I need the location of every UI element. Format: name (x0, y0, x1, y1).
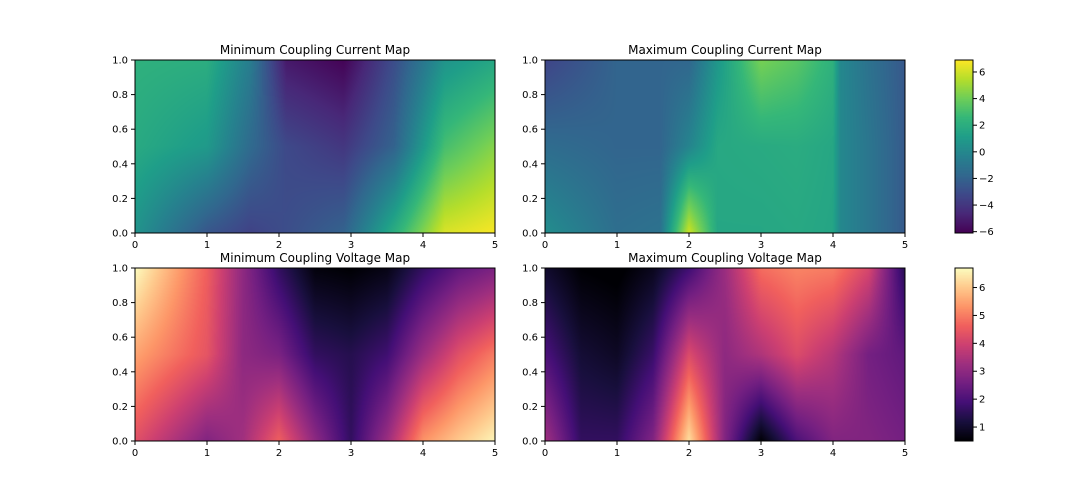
heatmap-image-2 (545, 60, 905, 233)
y-tick-label: 0.2 (112, 194, 128, 205)
colorbar-tick-label: 6 (979, 283, 985, 294)
heatmap-images (135, 60, 973, 441)
x-tick-label: 1 (614, 240, 620, 251)
x-tick-label: 1 (614, 448, 620, 459)
y-tick-label: 1.0 (522, 264, 538, 275)
colorbar-tick-label: 6 (979, 67, 985, 78)
colorbar-tick-label: −4 (979, 201, 994, 212)
axes-frame-2 (544, 59, 906, 234)
y-tick-label: 0.4 (112, 159, 128, 170)
colorbar-frame (954, 267, 974, 442)
y-tick-label: 1.0 (112, 56, 128, 67)
y-tick-label: 0.4 (522, 159, 538, 170)
axes-layer: 0 1 2 3 4 5 0.0 0.2 0.4 0.6 0.8 1.0 0 1 2 3 4 5 0.0 0.2 0.4 0… (112, 56, 994, 460)
colorbar-tick-label: 4 (979, 339, 985, 350)
y-tick-label: 0.2 (112, 402, 128, 413)
title-min-voltage: Minimum Coupling Voltage Map (220, 251, 410, 265)
axes-frame-4 (544, 267, 906, 442)
x-tick-label: 2 (276, 240, 282, 251)
y-tick-label: 0.2 (522, 402, 538, 413)
colorbar-tick-label: 2 (979, 121, 985, 132)
x-tick-label: 5 (902, 448, 908, 459)
title-min-current: Minimum Coupling Current Map (220, 43, 410, 57)
y-tick-label: 0.0 (112, 229, 128, 240)
y-tick-label: 0.8 (112, 298, 128, 309)
y-tick-label: 0.8 (112, 90, 128, 101)
x-tick-label: 5 (902, 240, 908, 251)
title-max-current: Maximum Coupling Current Map (628, 43, 822, 57)
colorbar-1 (955, 60, 973, 233)
x-tick-label: 3 (758, 448, 764, 459)
colorbar-tick-label: 1 (979, 423, 985, 434)
y-tick-label: 0.2 (522, 194, 538, 205)
colorbar-frame (954, 59, 974, 234)
colorbar-tick-label: 0 (979, 147, 985, 158)
colorbar-tick-label: 3 (979, 367, 985, 378)
y-tick-label: 0.6 (522, 125, 538, 136)
y-tick-label: 0.0 (112, 437, 128, 448)
y-tick-label: 1.0 (112, 264, 128, 275)
x-tick-label: 4 (830, 448, 836, 459)
x-tick-label: 4 (420, 448, 426, 459)
colorbar-tick-label: 5 (979, 311, 985, 322)
y-tick-label: 0.0 (522, 437, 538, 448)
y-tick-label: 0.4 (522, 367, 538, 378)
heatmap-image-3 (135, 268, 495, 441)
x-tick-label: 5 (492, 240, 498, 251)
x-tick-label: 4 (420, 240, 426, 251)
title-max-voltage: Maximum Coupling Voltage Map (628, 251, 822, 265)
x-tick-label: 2 (276, 448, 282, 459)
y-tick-label: 0.8 (522, 298, 538, 309)
y-tick-label: 0.8 (522, 90, 538, 101)
x-tick-label: 0 (132, 240, 138, 251)
y-tick-label: 0.0 (522, 229, 538, 240)
x-tick-label: 0 (542, 240, 548, 251)
colorbar-tick-label: −2 (979, 174, 994, 185)
x-tick-label: 2 (686, 240, 692, 251)
x-tick-label: 3 (758, 240, 764, 251)
colorbar-2 (955, 268, 973, 441)
heatmap-image-4 (545, 268, 905, 441)
x-tick-label: 5 (492, 448, 498, 459)
colorbar-tick-label: 4 (979, 94, 985, 105)
x-tick-label: 1 (204, 448, 210, 459)
x-tick-label: 0 (542, 448, 548, 459)
x-tick-label: 4 (830, 240, 836, 251)
y-tick-label: 0.6 (112, 125, 128, 136)
colorbar-tick-label: −6 (979, 227, 994, 238)
x-tick-label: 1 (204, 240, 210, 251)
x-tick-label: 3 (348, 448, 354, 459)
y-tick-label: 0.6 (112, 333, 128, 344)
y-tick-label: 0.4 (112, 367, 128, 378)
axes-frame-3 (134, 267, 496, 442)
y-tick-label: 0.6 (522, 333, 538, 344)
axes-frame-1 (134, 59, 496, 234)
heatmap-image-1 (135, 60, 495, 233)
y-tick-label: 1.0 (522, 56, 538, 67)
colorbar-tick-label: 2 (979, 395, 985, 406)
x-tick-label: 2 (686, 448, 692, 459)
x-tick-label: 0 (132, 448, 138, 459)
x-tick-label: 3 (348, 240, 354, 251)
